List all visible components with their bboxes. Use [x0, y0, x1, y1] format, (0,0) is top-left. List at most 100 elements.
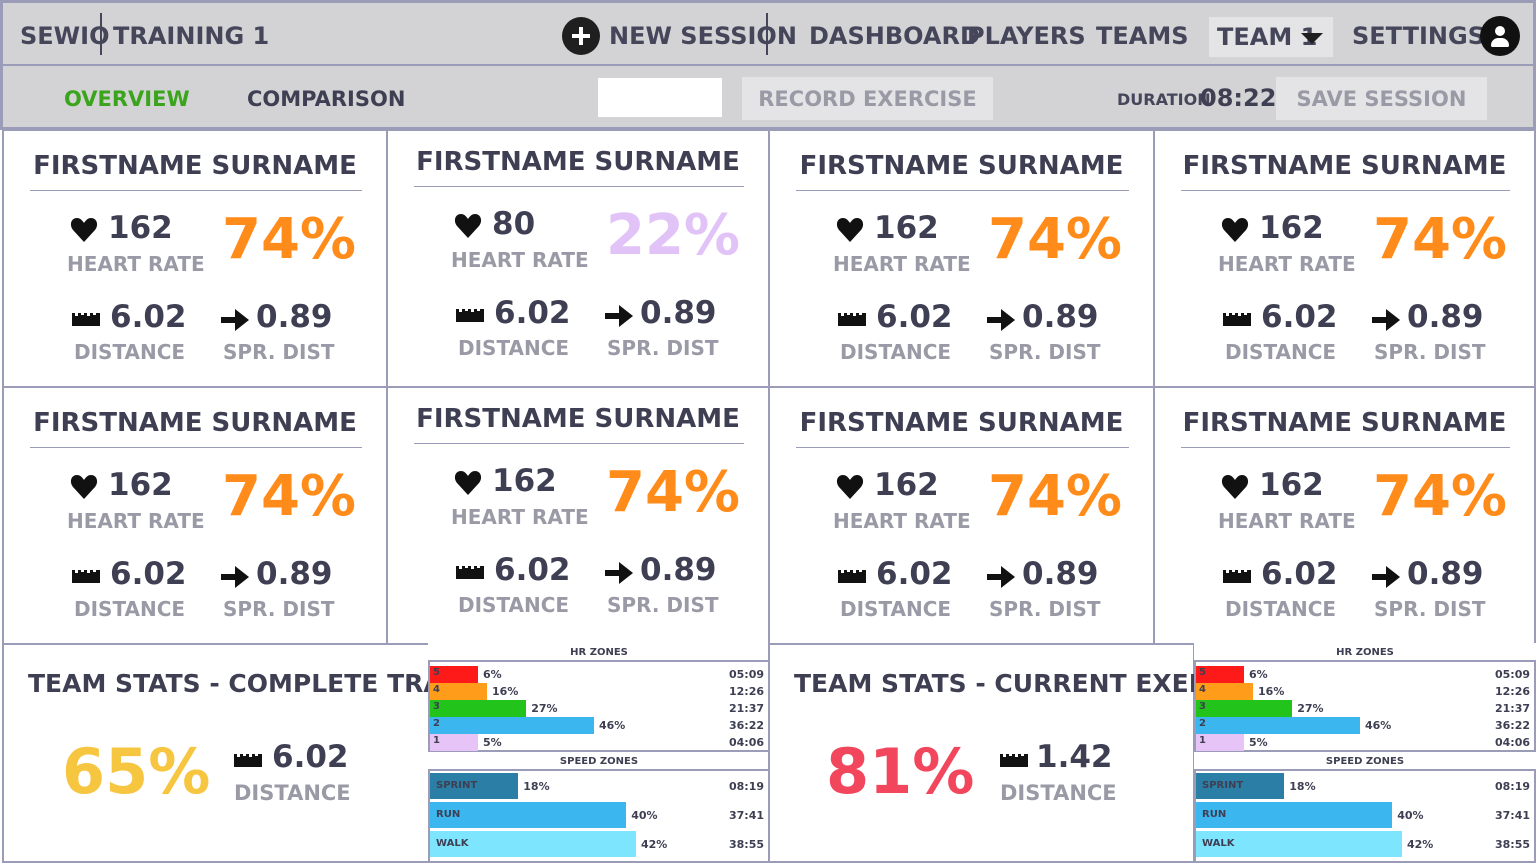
- arrow-right-icon: [1372, 566, 1400, 588]
- hr-zone-bar: 5: [1196, 666, 1244, 683]
- exercise-name-input[interactable]: [598, 78, 722, 117]
- distance-value: 6.02: [494, 295, 571, 331]
- hr-zone-percent: 27%: [1297, 702, 1324, 715]
- sprint-distance-value: 0.89: [1022, 299, 1099, 335]
- speed-zone-time: 38:55: [1494, 838, 1530, 851]
- speed-zone-bar: SPRINT: [430, 773, 519, 799]
- session-title: TRAINING 1: [113, 22, 270, 50]
- player-name: FIRSTNAME SURNAME: [1182, 151, 1507, 181]
- speed-zone-label: RUN: [436, 809, 461, 820]
- speed-zone-percent: 42%: [641, 838, 668, 851]
- intensity-percent: 74%: [1373, 207, 1508, 272]
- hr-zone-time: 36:22: [1494, 719, 1530, 732]
- heart-icon: [836, 474, 864, 500]
- hr-zone-percent: 46%: [1365, 719, 1392, 732]
- player-card[interactable]: FIRSTNAME SURNAME 162 HEART RATE 74% 6.0…: [2, 129, 388, 388]
- hr-zone-bar: 1: [430, 734, 478, 751]
- distance-value: 6.02: [876, 299, 953, 335]
- ruler-icon: [838, 310, 866, 326]
- arrow-right-icon: [605, 305, 633, 327]
- top-navigation-bar: SEWIO TRAINING 1 NEW SESSION DASHBOARD P…: [0, 0, 1536, 66]
- sprint-distance-label: SPR. DIST: [989, 597, 1101, 621]
- team-distance-value: 6.02: [272, 739, 349, 775]
- sprint-distance-label: SPR. DIST: [223, 340, 335, 364]
- team-select-dropdown[interactable]: TEAM 1: [1209, 17, 1333, 57]
- player-name: FIRSTNAME SURNAME: [1182, 408, 1507, 438]
- player-card[interactable]: FIRSTNAME SURNAME 162 HEART RATE 74% 6.0…: [1153, 386, 1536, 645]
- heart-rate-label: HEART RATE: [1218, 509, 1356, 533]
- ruler-icon: [72, 567, 100, 583]
- player-card[interactable]: FIRSTNAME SURNAME 162 HEART RATE 74% 6.0…: [386, 386, 770, 645]
- hr-zone-percent: 6%: [483, 668, 502, 681]
- duration-label: DURATION: [1117, 90, 1211, 109]
- hr-zone-label: 1: [433, 735, 440, 746]
- hr-zone-bar: 3: [1196, 700, 1293, 717]
- speed-zone-percent: 42%: [1407, 838, 1434, 851]
- user-avatar-icon[interactable]: [1480, 16, 1520, 56]
- nav-teams[interactable]: TEAMS: [1096, 22, 1189, 50]
- player-card[interactable]: FIRSTNAME SURNAME 162 HEART RATE 74% 6.0…: [768, 386, 1155, 645]
- nav-settings[interactable]: SETTINGS: [1352, 22, 1485, 50]
- divider: [766, 13, 768, 55]
- speed-zone-label: WALK: [436, 838, 469, 849]
- team-distance-label: DISTANCE: [234, 781, 351, 805]
- player-name: FIRSTNAME SURNAME: [33, 408, 357, 438]
- speed-zone-percent: 18%: [1289, 780, 1316, 793]
- save-session-button[interactable]: SAVE SESSION: [1276, 77, 1487, 120]
- speed-zone-bar: WALK: [1196, 831, 1402, 857]
- heart-icon: [454, 470, 482, 496]
- ruler-icon: [1000, 751, 1028, 767]
- heart-rate-label: HEART RATE: [67, 252, 205, 276]
- team-select-value: TEAM 1: [1217, 23, 1318, 51]
- intensity-percent: 74%: [222, 464, 357, 529]
- hr-zone-label: 4: [1199, 684, 1206, 695]
- brand-logo[interactable]: SEWIO: [20, 22, 110, 50]
- tab-overview[interactable]: OVERVIEW: [64, 87, 190, 111]
- speed-zones-heading: SPEED ZONES: [1325, 756, 1405, 767]
- hr-zone-time: 12:26: [1494, 685, 1530, 698]
- speed-zone-percent: 40%: [1397, 809, 1424, 822]
- speed-zone-label: WALK: [1202, 838, 1235, 849]
- plus-circle-icon[interactable]: [562, 17, 600, 55]
- player-name: FIRSTNAME SURNAME: [799, 151, 1124, 181]
- ruler-icon: [838, 567, 866, 583]
- speed-zones-chart: SPRINT 18% 08:19 RUN 40% 37:41 WALK 42% …: [428, 769, 770, 863]
- heart-rate-value: 162: [1259, 467, 1324, 503]
- distance-label: DISTANCE: [1225, 340, 1337, 364]
- speed-zone-percent: 40%: [631, 809, 658, 822]
- heart-rate-value: 80: [492, 206, 536, 242]
- hr-zone-label: 2: [433, 718, 440, 729]
- hr-zone-percent: 6%: [1249, 668, 1268, 681]
- speed-zone-percent: 18%: [523, 780, 550, 793]
- heart-rate-label: HEART RATE: [451, 505, 589, 529]
- player-card[interactable]: FIRSTNAME SURNAME 80 HEART RATE 22% 6.02…: [386, 129, 770, 388]
- sprint-distance-label: SPR. DIST: [1374, 597, 1486, 621]
- hr-zone-bar: 1: [1196, 734, 1244, 751]
- nav-dashboard[interactable]: DASHBOARD: [809, 22, 980, 50]
- player-card[interactable]: FIRSTNAME SURNAME 162 HEART RATE 74% 6.0…: [768, 129, 1155, 388]
- team-distance-label: DISTANCE: [1000, 781, 1117, 805]
- hr-zone-bar: 5: [430, 666, 478, 683]
- ruler-icon: [456, 306, 484, 322]
- sprint-distance-label: SPR. DIST: [607, 336, 719, 360]
- hr-zone-time: 36:22: [728, 719, 764, 732]
- speed-zones-heading: SPEED ZONES: [559, 756, 639, 767]
- distance-value: 6.02: [1261, 556, 1338, 592]
- sprint-distance-label: SPR. DIST: [1374, 340, 1486, 364]
- distance-value: 6.02: [110, 299, 187, 335]
- divider: [100, 13, 102, 55]
- duration-value: 08:22: [1200, 84, 1277, 112]
- player-card[interactable]: FIRSTNAME SURNAME 162 HEART RATE 74% 6.0…: [2, 386, 388, 645]
- heart-rate-label: HEART RATE: [451, 248, 589, 272]
- sprint-distance-value: 0.89: [1022, 556, 1099, 592]
- intensity-percent: 74%: [988, 207, 1123, 272]
- nav-players[interactable]: PLAYERS: [967, 22, 1086, 50]
- ruler-icon: [1223, 310, 1251, 326]
- new-session-button[interactable]: NEW SESSION: [609, 22, 797, 50]
- player-card[interactable]: FIRSTNAME SURNAME 162 HEART RATE 74% 6.0…: [1153, 129, 1536, 388]
- record-exercise-button[interactable]: RECORD EXERCISE: [742, 77, 993, 120]
- divider: [30, 447, 362, 448]
- intensity-percent: 74%: [1373, 464, 1508, 529]
- tab-comparison[interactable]: COMPARISON: [247, 87, 406, 111]
- hr-zone-percent: 27%: [531, 702, 558, 715]
